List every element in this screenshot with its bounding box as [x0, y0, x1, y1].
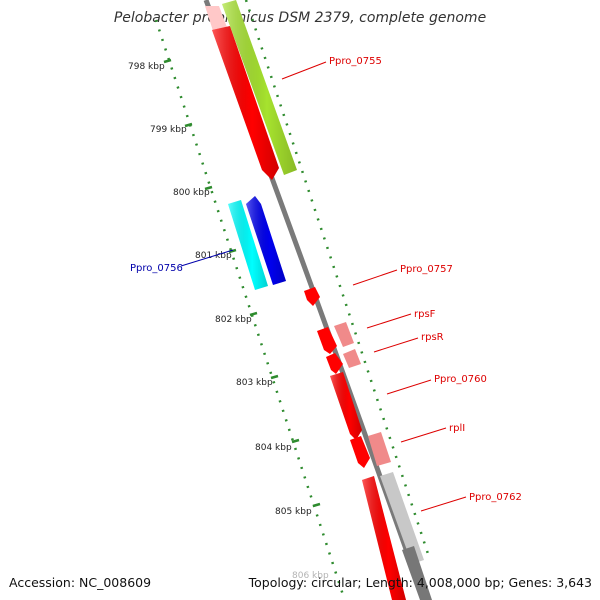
leader-ppro-0760: [386, 379, 432, 395]
scale-tick-800: [204, 185, 213, 191]
leader-ppro-0756: [180, 249, 234, 267]
scale-tick-804: [291, 438, 300, 444]
leader-rpli: [400, 427, 447, 443]
gene-shade: [222, 0, 297, 175]
accession-text: Accession: NC_008609: [9, 575, 152, 590]
gene-labels: Ppro_0755 Ppro_0756 Ppro_0757 rpsF rpsR …: [130, 56, 522, 503]
gene-ppro-0757: [304, 287, 320, 306]
gene-rpsf-red: [317, 327, 337, 354]
scale-tick-799: [184, 122, 193, 128]
scale-tick-803: [270, 374, 279, 380]
leader-lines: [180, 61, 467, 512]
gene-label-rpli[interactable]: rplI: [449, 423, 465, 434]
genes: [205, 0, 432, 600]
inner-tick-ring: [154, 19, 346, 599]
gene-shade: [246, 196, 286, 285]
gene-ppro-0762-gray: [380, 472, 424, 564]
gene-rpsr-red: [326, 353, 343, 374]
gene-rpsf-pink: [334, 322, 354, 347]
scale-ticks: 798 kbp 799 kbp 800 kbp 801 kbp 802 kbp …: [128, 58, 329, 581]
scale-label-800: 800 kbp: [173, 188, 210, 198]
scale-tick-802: [249, 311, 258, 317]
gene-label-ppro-0756[interactable]: Ppro_0756: [130, 263, 183, 274]
leader-ppro-0755: [281, 61, 327, 80]
leader-ppro-0762: [420, 496, 467, 512]
gene-shade: [228, 200, 268, 290]
gene-rpsr-pink: [343, 349, 361, 368]
scale-label-804: 804 kbp: [255, 443, 292, 453]
gene-rpli-red: [350, 436, 370, 468]
gene-label-rpsr[interactable]: rpsR: [421, 332, 444, 343]
scale-tick-801: [228, 248, 237, 254]
gene-dark-gray: [402, 546, 432, 600]
scale-label-798: 798 kbp: [128, 62, 165, 72]
scale-label-803: 803 kbp: [236, 378, 273, 388]
scale-tick-798: [163, 58, 172, 64]
scale-label-799: 799 kbp: [150, 125, 187, 135]
topology-summary: Topology: circular; Length: 4,008,000 bp…: [248, 575, 592, 590]
scale-tick-805: [312, 502, 321, 508]
outer-tick-ring: [244, 0, 432, 561]
leader-rpsf: [366, 313, 412, 329]
gene-label-ppro-0760[interactable]: Ppro_0760: [434, 374, 487, 385]
gene-top-faint: [205, 6, 228, 34]
gene-rpli-pink: [368, 432, 391, 466]
scale-label-806: 806 kbp: [292, 571, 329, 581]
gene-shade: [362, 476, 406, 600]
map-title: Pelobacter propionicus DSM 2379, complet…: [113, 10, 487, 26]
gene-label-ppro-0757[interactable]: Ppro_0757: [400, 264, 453, 275]
gene-shade: [212, 26, 279, 180]
leader-ppro-0757: [352, 269, 398, 286]
gene-label-rpsf[interactable]: rpsF: [414, 309, 436, 320]
leader-rpsr: [373, 337, 419, 353]
scale-label-802: 802 kbp: [215, 315, 252, 325]
gene-label-ppro-0755[interactable]: Ppro_0755: [329, 56, 382, 67]
gene-label-ppro-0762[interactable]: Ppro_0762: [469, 492, 522, 503]
gene-shade: [330, 372, 362, 440]
scale-label-805: 805 kbp: [275, 507, 312, 517]
